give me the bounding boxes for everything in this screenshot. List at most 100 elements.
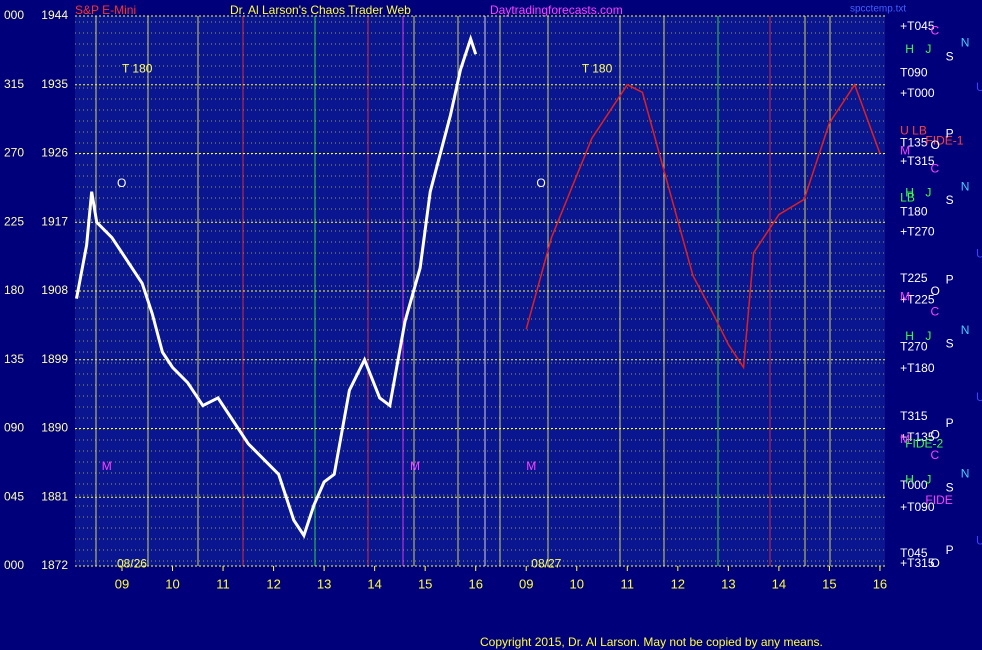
x-tick-label: 12: [671, 576, 685, 591]
x-tick-label: 13: [721, 576, 735, 591]
site: Daytradingforecasts.com: [490, 3, 623, 17]
annotation: J: [925, 42, 931, 56]
annotation: FIDE-2: [905, 437, 943, 451]
annotation: +T315: [900, 556, 935, 570]
annotation: H: [905, 329, 914, 343]
annotation: H: [905, 42, 914, 56]
annotation: C: [930, 448, 939, 462]
annotation: 08/26: [117, 557, 147, 571]
y-tick-angle: 135: [4, 352, 24, 366]
file-name: spcctemp.txt: [850, 4, 906, 15]
x-tick-label: 16: [873, 576, 887, 591]
y-tick-label: 1890: [41, 421, 68, 435]
x-tick-label: 10: [165, 576, 179, 591]
annotation: P: [946, 543, 954, 557]
y-tick-label: 1917: [41, 214, 68, 228]
annotation: N: [961, 467, 970, 481]
annotation: T270: [900, 340, 928, 354]
annotation: S: [946, 480, 954, 494]
y-tick-label: 1881: [41, 489, 68, 503]
annotation: C: [930, 305, 939, 319]
y-tick-angle: 000: [4, 8, 24, 22]
annotation: S: [946, 193, 954, 207]
x-tick-label: 14: [367, 576, 381, 591]
annotation: +T270: [900, 224, 935, 238]
annotation: T000: [900, 478, 928, 492]
annotation: J: [925, 473, 931, 487]
x-tick-label: 16: [468, 576, 482, 591]
y-tick-label: 1872: [41, 558, 68, 572]
y-tick-angle: 045: [4, 489, 24, 503]
annotation: M: [410, 459, 420, 473]
annotation: S: [946, 49, 954, 63]
x-tick-label: 09: [519, 576, 533, 591]
annotation: P: [946, 416, 954, 430]
annotation: M: [900, 432, 910, 446]
annotation: S: [946, 337, 954, 351]
y-tick-label: 1899: [41, 352, 68, 366]
annotation: J: [925, 185, 931, 199]
y-tick-label: 1926: [41, 146, 68, 160]
y-tick-label: 1908: [41, 283, 68, 297]
copyright: Copyright 2015, Dr. Al Larson. May not b…: [480, 635, 823, 649]
x-tick-label: 13: [317, 576, 331, 591]
y-tick-angle: 225: [4, 214, 24, 228]
y-tick-angle: 315: [4, 77, 24, 91]
annotation: O: [536, 176, 545, 190]
instrument: S&P E-Mini: [75, 3, 136, 17]
x-tick-label: 14: [772, 576, 786, 591]
annotation: O: [930, 138, 939, 152]
annotation: T 180: [582, 62, 613, 76]
x-tick-label: 12: [266, 576, 280, 591]
annotation: +T225: [900, 292, 935, 306]
annotation: U: [976, 247, 982, 261]
x-tick-label: 11: [621, 576, 635, 591]
annotation: U: [976, 80, 982, 94]
annotation: O: [117, 176, 126, 190]
annotation: T225: [900, 271, 928, 285]
annotation: 08/27: [531, 557, 561, 571]
annotation: P: [946, 127, 954, 141]
annotation: H: [905, 473, 914, 487]
x-tick-label: 15: [822, 576, 836, 591]
x-tick-label: 11: [216, 576, 230, 591]
y-tick-angle: 090: [4, 421, 24, 435]
annotation: P: [946, 272, 954, 286]
y-tick-label: 1944: [41, 8, 68, 22]
x-tick-label: 09: [115, 576, 129, 591]
annotation: N: [961, 179, 970, 193]
annotation: O: [930, 284, 939, 298]
annotation: M: [900, 289, 910, 303]
chart-title: Dr. Al Larson's Chaos Trader Web: [230, 3, 411, 17]
y-tick-angle: 000: [4, 558, 24, 572]
annotation: T135: [900, 136, 928, 150]
annotation: T315: [900, 409, 928, 423]
annotation: M: [526, 459, 536, 473]
annotation: U: [976, 390, 982, 404]
price-line: [75, 34, 478, 539]
annotation: O: [930, 556, 939, 570]
annotation: M: [102, 459, 112, 473]
annotation: U LB: [900, 124, 927, 138]
y-tick-label: 1935: [41, 77, 68, 91]
annotation: N: [961, 36, 970, 50]
annotation: +T000: [900, 86, 935, 100]
annotation: T045: [900, 546, 928, 560]
x-tick-label: 10: [570, 576, 584, 591]
x-tick-label: 15: [418, 576, 432, 591]
annotation: +T135: [900, 430, 935, 444]
annotation: M: [900, 143, 910, 157]
price-line: [525, 83, 881, 370]
annotation: +T315: [900, 154, 935, 168]
annotation: H: [905, 185, 914, 199]
annotation: LB: [900, 191, 915, 205]
annotation: O: [930, 428, 939, 442]
annotation: N: [961, 323, 970, 337]
annotation: C: [930, 162, 939, 176]
y-tick-angle: 180: [4, 283, 24, 297]
annotation: U: [976, 534, 982, 548]
annotation: T180: [900, 204, 928, 218]
annotation: T 180: [122, 62, 153, 76]
annotation: J: [925, 329, 931, 343]
